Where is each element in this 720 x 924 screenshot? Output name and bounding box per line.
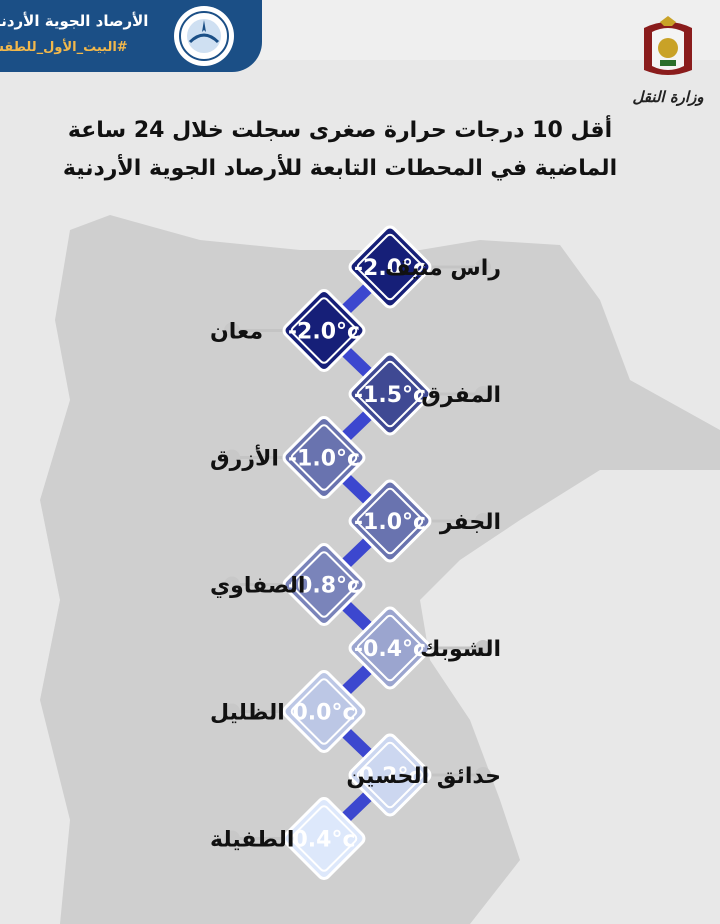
diamond-shape — [282, 670, 366, 753]
temperature-diamond — [282, 289, 366, 372]
brand-hashtag: #البيت_الأول_للطقس — [0, 40, 128, 55]
diamond-shape — [282, 289, 366, 372]
leader-dot — [224, 830, 240, 847]
diamond-inner-border — [290, 678, 358, 745]
temperature-value: 0.2°c — [358, 764, 421, 789]
leader-dot — [224, 449, 240, 466]
leader-dot — [224, 703, 240, 720]
diamond-inner-border — [290, 551, 358, 618]
leader-dot — [475, 640, 491, 656]
station-name: معان — [210, 320, 263, 345]
leader-dot — [224, 576, 240, 593]
temperature-diamond — [348, 606, 432, 690]
diamond-inner-border — [356, 487, 424, 555]
diamond-shape — [348, 225, 432, 309]
brand-banner: الأرصاد الجوية الأردنية #البيت_الأول_للط… — [0, 0, 262, 72]
diamond-inner-border — [356, 614, 424, 682]
leader-dot — [475, 386, 491, 402]
temperature-value: -1.0°c — [354, 510, 426, 535]
diamond-shape — [348, 733, 432, 817]
leader-dot — [224, 322, 240, 339]
diamond-inner-border — [290, 297, 358, 364]
station-name: الجفر — [439, 510, 501, 535]
temperature-value: 0.4°c — [292, 828, 355, 853]
temperature-diamond — [282, 543, 366, 626]
chart-title: أقل 10 درجات حرارة صغرى سجلت خلال 24 ساع… — [62, 118, 618, 181]
temperature-value: -0.8°c — [288, 574, 360, 599]
temperature-diamond — [348, 225, 432, 309]
ministry-signature: وزارة النقل — [632, 88, 704, 106]
diamond-inner-border — [356, 233, 424, 301]
station-name: الأزرق — [210, 444, 279, 472]
diamond-inner-border — [290, 424, 358, 491]
jordan-emblem-icon — [644, 16, 692, 75]
temperature-diamond — [282, 416, 366, 499]
diamond-inner-border — [356, 360, 424, 428]
temperature-value: -1.5°c — [354, 383, 426, 408]
station-name: راس منيف — [385, 256, 501, 281]
diamond-shape — [282, 416, 366, 499]
station-name: المفرق — [421, 383, 501, 408]
leader-dot — [475, 259, 491, 275]
temperature-value: -2.0°c — [288, 320, 360, 345]
temperature-diamond — [348, 352, 432, 436]
temperature-value: -2.0°c — [354, 256, 426, 281]
temperature-value: 0.0°c — [292, 701, 355, 726]
temperature-diamond — [282, 797, 366, 880]
diamond-shape — [348, 352, 432, 436]
temperature-value: -1.0°c — [288, 447, 360, 472]
diamond-shape — [348, 606, 432, 690]
diamond-shape — [282, 797, 366, 880]
leader-dot — [475, 513, 491, 529]
station-name: الطفيلة — [210, 828, 294, 853]
temperature-diamond — [348, 479, 432, 563]
station-name: الظليل — [210, 701, 285, 726]
temperature-value: -0.4°c — [354, 637, 426, 662]
leader-dot — [475, 767, 491, 783]
diamond-shape — [282, 543, 366, 626]
station-name: الصفاوي — [210, 574, 305, 599]
diamond-inner-border — [290, 805, 358, 872]
jmd-logo-icon — [174, 6, 234, 66]
station-name: حدائق الحسين — [346, 764, 501, 789]
map-shape — [40, 215, 720, 924]
station-name: الشوبك — [420, 637, 501, 662]
temperature-diamond — [282, 670, 366, 753]
temperature-diamond — [348, 733, 432, 817]
diamond-shape — [348, 479, 432, 563]
diamond-inner-border — [356, 741, 424, 809]
brand-name: الأرصاد الجوية الأردنية — [0, 12, 149, 30]
